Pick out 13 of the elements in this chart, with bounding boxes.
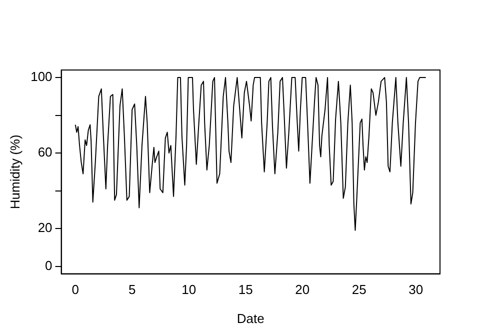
- x-tick-label: 0: [72, 282, 79, 298]
- x-tick-label: 20: [295, 282, 310, 298]
- y-axis-title: Humidity (%): [7, 134, 22, 210]
- x-tick-label: 25: [352, 282, 366, 298]
- y-tick-label: 0: [45, 258, 52, 273]
- y-tick-label: 20: [38, 220, 52, 236]
- y-tick-label: 100: [30, 69, 52, 84]
- x-tick-label: 15: [238, 282, 253, 298]
- x-tick-label: 5: [128, 282, 136, 298]
- x-axis-title: Date: [236, 310, 264, 326]
- x-tick-label: 10: [182, 282, 196, 298]
- y-tick-label: 60: [38, 144, 52, 160]
- x-tick-label: 30: [408, 282, 424, 298]
